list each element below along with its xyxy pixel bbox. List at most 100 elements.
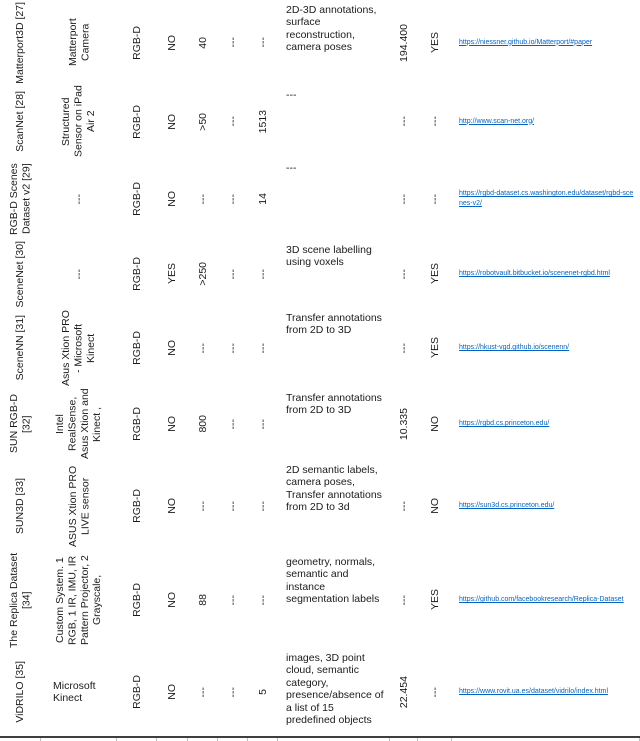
cell-flag: YES xyxy=(157,240,188,308)
cell-flag: NO xyxy=(157,460,188,552)
cell-available: NO xyxy=(418,388,452,460)
cell-text: NO xyxy=(166,340,179,356)
cell-text: Microsoft Kinect xyxy=(53,679,96,704)
cell-text: ScanNet [28] xyxy=(14,91,27,152)
cell-text: RGB-D xyxy=(130,489,143,523)
cell-annotations: 3D scene labelling using voxels xyxy=(286,244,372,269)
table-bottom-border xyxy=(0,736,640,738)
cell-annotations: images, 3D point cloud, semantic categor… xyxy=(286,652,384,726)
cell-text: --- xyxy=(226,268,239,280)
grid-tick xyxy=(418,738,452,741)
cell-text: --- xyxy=(256,418,269,430)
cell-flag: NO xyxy=(157,648,188,736)
table-row: SUN3D [33] ASUS Xtion PRO LIVE sensor RG… xyxy=(0,460,640,552)
cell-text: NO xyxy=(166,34,179,51)
cell-data-type: RGB-D xyxy=(117,552,157,648)
grid-tick xyxy=(278,738,390,741)
table-row: SceneNet [30] --- RGB-D YES >250 --- ---… xyxy=(0,240,640,308)
cell-dash: --- xyxy=(218,388,248,460)
cell-text: RGB-D xyxy=(130,675,143,709)
dataset-link[interactable]: https://www.rovit.ua.es/dataset/vidrilo/… xyxy=(459,688,609,696)
cell-text: RGB-D xyxy=(130,182,143,216)
cell-frames: --- xyxy=(390,552,418,648)
cell-text: RGB-D xyxy=(130,583,143,617)
cell-text: Matterport3D [27] xyxy=(14,1,27,84)
cell-text: NO xyxy=(428,498,441,514)
cell-text: 194.400 xyxy=(397,23,410,62)
cell-text: SUN3D [33] xyxy=(14,477,27,535)
cell-num-a: --- xyxy=(188,460,218,552)
cell-available: YES xyxy=(418,308,452,388)
cell-text: RGB-D xyxy=(130,407,143,441)
cell-camera: Microsoft Kinect xyxy=(41,648,117,736)
cell-text: NO xyxy=(166,191,179,207)
cell-num-a: --- xyxy=(188,308,218,388)
dataset-link[interactable]: https://github.com/facebookresearch/Repl… xyxy=(459,596,624,604)
cell-num-b: 14 xyxy=(248,158,278,240)
cell-camera: Custom System. 1 RGB, 1 IR, IMU, IR Patt… xyxy=(41,552,117,648)
cell-dataset-name: Matterport3D [27] xyxy=(0,0,41,85)
cell-link: https://www.rovit.ua.es/dataset/vidrilo/… xyxy=(452,648,640,736)
cell-text: SceneNN [31] xyxy=(14,315,27,381)
cell-annotations: --- xyxy=(286,89,297,101)
cell-text: NO xyxy=(166,684,179,700)
cell-text: --- xyxy=(226,500,239,512)
dataset-link[interactable]: https://niessner.github.io/Matterport/#p… xyxy=(459,38,593,46)
cell-num-b: --- xyxy=(248,0,278,85)
cell-text: 10.335 xyxy=(397,407,410,441)
cell-text: --- xyxy=(196,193,209,205)
cell-camera: --- xyxy=(41,158,117,240)
grid-tick xyxy=(390,738,418,741)
cell-text: YES xyxy=(428,31,441,53)
cell-text: --- xyxy=(226,193,239,205)
table-row: The Replica Dataset [34] Custom System. … xyxy=(0,552,640,648)
grid-tick xyxy=(157,738,188,741)
dataset-link[interactable]: http://www.scan-net.org/ xyxy=(459,117,535,125)
cell-dataset-name: ScanNet [28] xyxy=(0,85,41,158)
cell-annotations: 2D semantic labels, camera poses, Transf… xyxy=(286,464,382,514)
cell-text: --- xyxy=(397,193,410,205)
cell-num-b: --- xyxy=(248,388,278,460)
cell-link: https://rgbd.cs.princeton.edu/ xyxy=(452,388,640,460)
cell-text: RGB-D xyxy=(130,257,143,291)
dataset-link[interactable]: https://hkust-vgd.github.io/scenenn/ xyxy=(459,344,570,352)
grid-tick xyxy=(248,738,278,741)
cell-text: --- xyxy=(226,418,239,430)
cell-num-a: >250 xyxy=(188,240,218,308)
cell-flag: NO xyxy=(157,158,188,240)
cell-text: --- xyxy=(397,500,410,512)
cell-flag: NO xyxy=(157,0,188,85)
cell-data-type: RGB-D xyxy=(117,648,157,736)
dataset-link[interactable]: https://robotvault.bitbucket.io/scenenet… xyxy=(459,270,610,278)
cell-data-type: RGB-D xyxy=(117,0,157,85)
cell-flag: NO xyxy=(157,388,188,460)
cell-frames: --- xyxy=(390,308,418,388)
grid-tick xyxy=(218,738,248,741)
cell-dataset-name: The Replica Dataset [34] xyxy=(0,552,41,648)
cell-num-a: >50 xyxy=(188,85,218,158)
cell-dataset-name: ViDRILO [35] xyxy=(0,648,41,736)
cell-num-a: 88 xyxy=(188,552,218,648)
cell-text: Intel RealSense, Asus Xtion and Kinect , xyxy=(54,388,104,460)
cell-flag: NO xyxy=(157,308,188,388)
cell-text: --- xyxy=(397,116,410,127)
cell-text: 800 xyxy=(196,415,209,433)
cell-frames: 22.454 xyxy=(390,648,418,736)
cell-text: 22.454 xyxy=(397,675,410,709)
dataset-link[interactable]: https://rgbd.cs.princeton.edu/ xyxy=(459,420,550,428)
cell-dataset-name: SUN RGB-D [32] xyxy=(0,388,41,460)
cell-text: >50 xyxy=(196,112,209,131)
cell-text: YES xyxy=(428,589,441,611)
cell-annotations: geometry, normals, semantic and instance… xyxy=(286,556,380,606)
cell-data-type: RGB-D xyxy=(117,158,157,240)
dataset-link[interactable]: https://rgbd-dataset.cs.washington.edu/d… xyxy=(459,190,634,207)
cell-dash: --- xyxy=(218,0,248,85)
dataset-link[interactable]: https://sun3d.cs.princeton.edu/ xyxy=(459,502,555,510)
cell-text: 1513 xyxy=(256,109,269,134)
table-row: SceneNN [31] Asus Xtion PRO - Microsoft … xyxy=(0,308,640,388)
cell-text: --- xyxy=(226,342,239,354)
cell-text: --- xyxy=(397,342,410,354)
cell-camera: Matterport Camera xyxy=(41,0,117,85)
cell-num-a: 800 xyxy=(188,388,218,460)
cell-frames: --- xyxy=(390,240,418,308)
